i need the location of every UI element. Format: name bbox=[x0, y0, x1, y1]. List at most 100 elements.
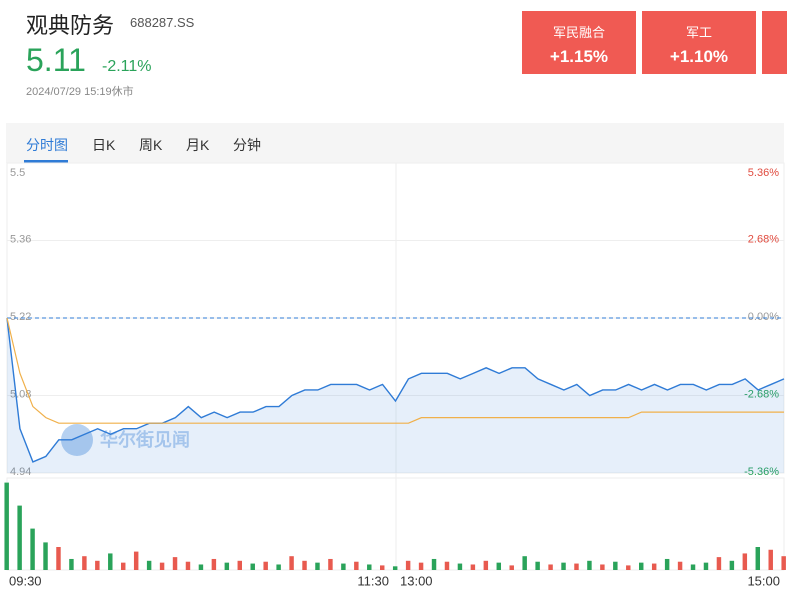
tab[interactable]: 周K bbox=[139, 137, 163, 153]
volume-bar bbox=[457, 563, 463, 570]
y2-tick-label: 0.00% bbox=[748, 311, 779, 323]
volume-bar bbox=[172, 557, 178, 570]
y-tick-label: 5.22 bbox=[10, 311, 31, 323]
volume-bar bbox=[146, 560, 152, 570]
volume-bar bbox=[185, 561, 191, 570]
tab-underline bbox=[24, 160, 68, 163]
sector-change: +1.15% bbox=[549, 47, 609, 66]
volume-bar bbox=[548, 564, 553, 570]
stock-name: 观典防务 bbox=[26, 13, 115, 38]
volume-bar bbox=[367, 564, 372, 570]
volume-bar bbox=[263, 561, 268, 570]
sector-card[interactable]: 军民融合 +1.15% bbox=[522, 11, 636, 74]
volume-bar bbox=[108, 553, 113, 570]
volume-bar bbox=[30, 528, 35, 570]
volume-bar bbox=[470, 564, 476, 570]
average-line bbox=[6, 317, 784, 424]
x-tick-label: 11:30 bbox=[357, 573, 389, 588]
volume-bar bbox=[69, 558, 74, 570]
watermark: 华尔街见闻 bbox=[100, 429, 190, 450]
y2-tick-label: 2.68% bbox=[748, 233, 779, 245]
volume-bar bbox=[418, 562, 424, 570]
y-tick-label: 5.5 bbox=[10, 167, 25, 179]
y2-tick-label: -2.68% bbox=[744, 388, 779, 400]
tab[interactable]: 日K bbox=[92, 137, 116, 153]
volume-bar bbox=[509, 565, 514, 570]
volume-bar bbox=[613, 561, 618, 570]
tab-bar: 分时图 日K 周K 月K 分钟 bbox=[6, 123, 784, 163]
y-tick-label: 4.94 bbox=[10, 466, 31, 478]
volume-bar bbox=[289, 556, 294, 570]
y2-tick-label: 5.36% bbox=[748, 167, 779, 179]
volume-bar bbox=[354, 561, 359, 570]
volume-bar bbox=[276, 564, 281, 570]
volume-bar bbox=[95, 560, 100, 570]
volume-bar bbox=[716, 557, 722, 570]
volume-bar bbox=[574, 563, 579, 570]
volume-bar bbox=[56, 547, 61, 570]
volume-bar bbox=[677, 561, 683, 570]
volume-bar bbox=[703, 562, 709, 570]
volume-bar bbox=[768, 549, 773, 570]
volume-bar bbox=[444, 561, 450, 570]
volume-bar bbox=[626, 565, 631, 570]
y-tick-label: 5.36 bbox=[10, 233, 31, 245]
volume-bar bbox=[302, 560, 307, 570]
volume-bar bbox=[496, 562, 502, 570]
tab[interactable]: 分钟 bbox=[233, 137, 261, 153]
timestamp: 2024/07/29 15:19休市 bbox=[26, 86, 134, 98]
sector-name: 军民融合 bbox=[552, 25, 605, 40]
volume-bar bbox=[4, 482, 9, 570]
volume-bar bbox=[522, 556, 527, 570]
tab[interactable]: 月K bbox=[186, 137, 210, 153]
y2-tick-label: -5.36% bbox=[744, 466, 779, 478]
volume-bar bbox=[17, 505, 22, 570]
volume-bar bbox=[211, 558, 217, 570]
price: 5.11 bbox=[26, 42, 86, 78]
x-tick-label: 13:00 bbox=[400, 573, 433, 588]
volume-bar bbox=[224, 562, 230, 570]
volume-bar bbox=[341, 563, 346, 570]
volume-bar bbox=[237, 560, 243, 570]
volume-bar bbox=[535, 561, 540, 570]
stock-code: 688287.SS bbox=[130, 15, 195, 30]
x-tick-label: 15:00 bbox=[747, 573, 780, 588]
volume-bar bbox=[690, 564, 696, 570]
watermark-logo bbox=[61, 424, 93, 456]
volume-bar bbox=[315, 562, 320, 570]
volume-bar bbox=[82, 556, 87, 570]
sector-name: 军工 bbox=[685, 25, 712, 40]
volume-bar bbox=[250, 563, 255, 570]
volume-bar bbox=[405, 560, 411, 570]
volume-bar bbox=[328, 558, 333, 570]
volume-bar bbox=[121, 562, 126, 570]
volume-bar bbox=[483, 560, 489, 570]
volume-bar bbox=[561, 562, 566, 570]
x-tick-label: 09:30 bbox=[9, 573, 42, 588]
volume-bar bbox=[664, 558, 670, 570]
volume-bar bbox=[43, 542, 48, 570]
price-area bbox=[7, 318, 784, 473]
sector-card[interactable] bbox=[762, 11, 787, 74]
price-line bbox=[6, 317, 785, 463]
volume-bar bbox=[639, 562, 644, 570]
volume-bar bbox=[600, 564, 605, 570]
price-change: -2.11% bbox=[102, 58, 152, 75]
volume-bar bbox=[392, 566, 398, 570]
sector-change: +1.10% bbox=[669, 47, 729, 66]
tab[interactable]: 分时图 bbox=[26, 137, 68, 153]
volume-bar bbox=[380, 565, 385, 570]
volume-bar bbox=[133, 551, 139, 570]
volume-bar bbox=[651, 563, 657, 570]
volume-bar bbox=[755, 547, 761, 570]
sector-card[interactable]: 军工 +1.10% bbox=[642, 11, 756, 74]
volume-bar bbox=[159, 562, 165, 570]
volume-bar bbox=[781, 556, 786, 570]
volume-bar bbox=[742, 553, 748, 570]
volume-bar bbox=[587, 560, 592, 570]
volume-bar bbox=[198, 564, 204, 570]
volume-bar bbox=[431, 558, 437, 570]
volume-bar bbox=[729, 560, 735, 570]
